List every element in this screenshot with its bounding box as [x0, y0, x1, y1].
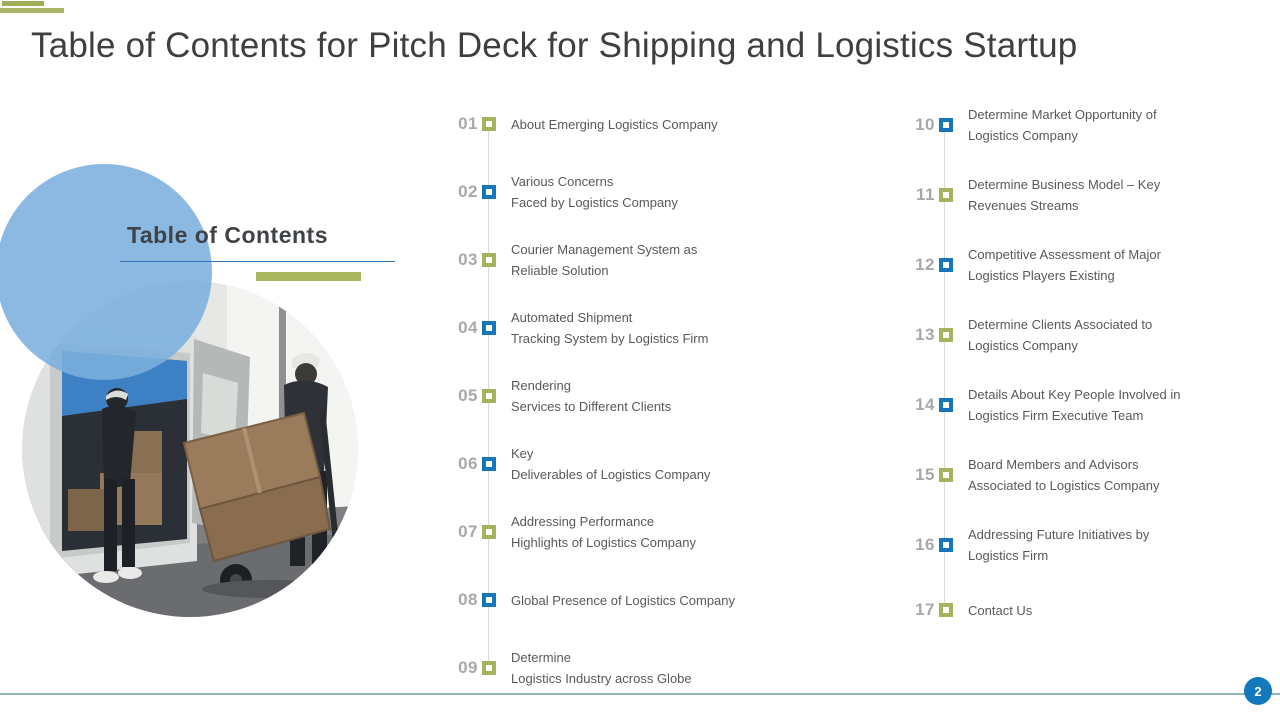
toc-item-03: 03 Courier Management System as Reliable S…: [451, 238, 697, 282]
footer-divider-line: [0, 693, 1280, 695]
toc-column-left: 01 About Emerging Logistics Company 02 Vari…: [451, 0, 851, 720]
toc-item-07: 07 Addressing Performance Highlights of Lo…: [451, 510, 696, 554]
toc-column-right: 10 Determine Market Opportunity of Logisti…: [908, 0, 1280, 720]
toc-item-number: 15: [915, 465, 935, 484]
toc-item-number: 16: [915, 535, 935, 554]
toc-marker-blue-icon: [939, 258, 953, 272]
toc-marker-blue-icon: [482, 457, 496, 471]
toc-item-14: 14 Details About Key People Involved in Lo…: [908, 383, 1180, 427]
toc-marker-green-icon: [482, 525, 496, 539]
toc-item-number: 08: [458, 590, 478, 609]
toc-item-06: 06 Key Deliverables of Logistics Company: [451, 442, 710, 486]
toc-marker-blue-icon: [482, 593, 496, 607]
toc-marker-green-icon: [939, 328, 953, 342]
toc-item-02: 02 Various Concerns Faced by Logistics Com…: [451, 170, 678, 214]
toc-item-10: 10 Determine Market Opportunity of Logisti…: [908, 103, 1157, 147]
heading-green-bar: [256, 272, 361, 281]
toc-item-label: About Emerging Logistics Company: [511, 116, 718, 132]
toc-marker-green-icon: [939, 468, 953, 482]
delivery-photo: [22, 281, 358, 617]
toc-item-label: Various Concerns Faced by Logistics Compa…: [511, 174, 678, 210]
toc-item-number: 01: [458, 114, 478, 133]
toc-connector-line: [944, 125, 945, 612]
toc-item-number: 13: [915, 325, 935, 344]
toc-item-15: 15 Board Members and Advisors Associated t…: [908, 453, 1159, 497]
toc-item-label: Board Members and Advisors Associated to …: [968, 457, 1160, 493]
toc-item-label: Addressing Performance Highlights of Logi…: [511, 514, 696, 550]
toc-marker-green-icon: [939, 188, 953, 202]
toc-item-number: 10: [915, 115, 935, 134]
toc-marker-green-icon: [482, 661, 496, 675]
toc-item-label: Key Deliverables of Logistics Company: [511, 446, 711, 482]
toc-item-08: 08 Global Presence of Logistics Company: [451, 578, 735, 622]
toc-item-05: 05 Rendering Services to Different Clients: [451, 374, 671, 418]
toc-marker-blue-icon: [482, 321, 496, 335]
toc-item-number: 07: [458, 522, 478, 541]
toc-marker-green-icon: [939, 603, 953, 617]
toc-item-label: Rendering Services to Different Clients: [511, 378, 672, 414]
toc-item-number: 06: [458, 454, 478, 473]
toc-item-17: 17 Contact Us: [908, 588, 1032, 632]
toc-marker-green-icon: [482, 117, 496, 131]
toc-marker-blue-icon: [939, 538, 953, 552]
toc-item-13: 13 Determine Clients Associated to Logisti…: [908, 313, 1152, 357]
toc-marker-blue-icon: [482, 185, 496, 199]
toc-item-number: 12: [915, 255, 935, 274]
toc-item-label: Determine Business Model – Key Revenues S…: [968, 177, 1161, 213]
toc-item-number: 11: [916, 185, 935, 204]
toc-item-04: 04 Automated Shipment Tracking System by L…: [451, 306, 708, 350]
toc-marker-blue-icon: [939, 118, 953, 132]
slide-title: Table of Contents for Pitch Deck for Shi…: [31, 26, 1078, 65]
toc-item-label: Competitive Assessment of Major Logistics…: [968, 247, 1161, 283]
toc-item-label: Determine Logistics Industry across Globe: [511, 650, 692, 686]
toc-item-label: Courier Management System as Reliable Sol…: [511, 242, 698, 278]
toc-item-number: 17: [915, 600, 935, 619]
section-heading: Table of Contents: [127, 222, 329, 248]
toc-item-label: Automated Shipment Tracking System by Log…: [511, 310, 709, 346]
toc-item-label: Determine Market Opportunity of Logistics…: [968, 107, 1157, 143]
toc-item-number: 05: [458, 386, 478, 405]
toc-item-number: 09: [458, 658, 478, 677]
toc-item-label: Global Presence of Logistics Company: [511, 592, 736, 608]
toc-item-number: 14: [915, 395, 935, 414]
toc-item-label: Determine Clients Associated to Logistics…: [968, 317, 1153, 353]
toc-item-12: 12 Competitive Assessment of Major Logisti…: [908, 243, 1161, 287]
blue-accent-circle: [0, 164, 212, 380]
toc-item-number: 03: [458, 250, 478, 269]
corner-accent-bar-bottom: [0, 8, 64, 13]
toc-marker-blue-icon: [939, 398, 953, 412]
corner-accent-bar-top: [2, 1, 44, 6]
toc-item-11: 11 Determine Business Model – Key Revenues…: [908, 173, 1160, 217]
toc-item-label: Contact Us: [968, 602, 1033, 618]
toc-item-label: Details About Key People Involved in Logi…: [968, 387, 1181, 423]
toc-marker-green-icon: [482, 389, 496, 403]
toc-item-09: 09 Determine Logistics Industry across Glo…: [451, 646, 692, 690]
page-number-badge: 2: [1244, 677, 1272, 705]
toc-item-01: 01 About Emerging Logistics Company: [451, 102, 718, 146]
heading-underline: [120, 261, 395, 262]
delivery-photo-illustration: [22, 281, 358, 617]
toc-item-number: 02: [458, 182, 478, 201]
toc-item-number: 04: [458, 318, 478, 337]
toc-item-16: 16 Addressing Future Initiatives by Logist…: [908, 523, 1149, 567]
toc-marker-green-icon: [482, 253, 496, 267]
toc-item-label: Addressing Future Initiatives by Logistic…: [968, 527, 1150, 563]
